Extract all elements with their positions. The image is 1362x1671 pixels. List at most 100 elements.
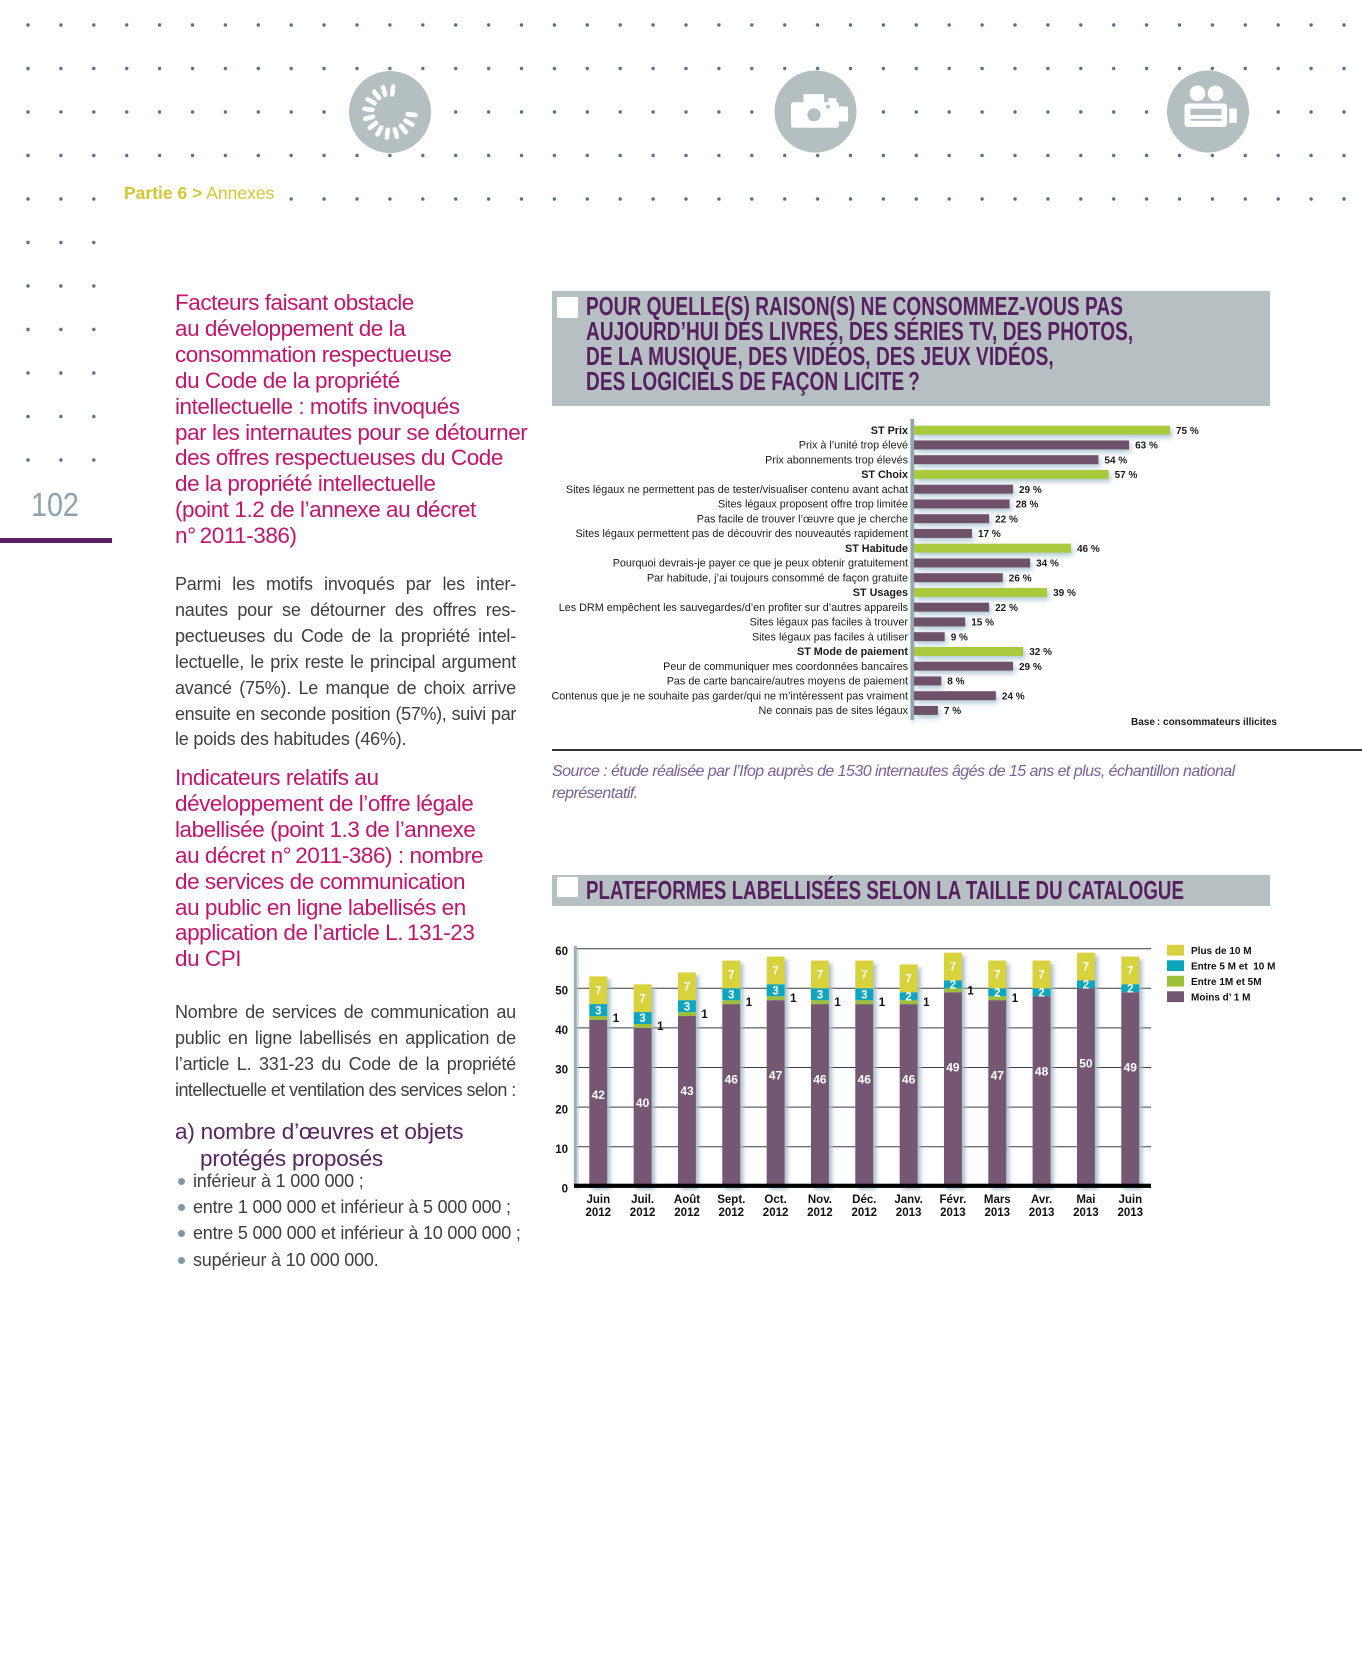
svg-text:29 %: 29 % [1019, 662, 1042, 673]
svg-text:15 %: 15 % [971, 618, 994, 629]
svg-text:Juin: Juin [586, 1194, 610, 1206]
svg-text:Avr.: Avr. [1031, 1194, 1052, 1206]
svg-text:50: 50 [1079, 1057, 1093, 1071]
svg-text:Sites légaux ne permettent pas: Sites légaux ne permettent pas de tester… [566, 484, 908, 496]
svg-text:2: 2 [1038, 988, 1044, 1000]
svg-text:75 %: 75 % [1176, 426, 1199, 437]
svg-text:ST Prix: ST Prix [871, 425, 908, 437]
svg-text:2: 2 [905, 991, 911, 1003]
svg-text:Déc.: Déc. [852, 1194, 876, 1206]
svg-text:24 %: 24 % [1002, 691, 1025, 702]
svg-text:Pas de carte bancaire/autres m: Pas de carte bancaire/autres moyens de p… [667, 676, 908, 688]
svg-text:7: 7 [684, 982, 690, 994]
svg-text:2: 2 [994, 988, 1000, 1000]
svg-text:7: 7 [1038, 970, 1044, 982]
svg-text:1: 1 [613, 1013, 620, 1025]
svg-text:7: 7 [861, 970, 867, 982]
svg-text:2013: 2013 [940, 1207, 966, 1219]
svg-text:1: 1 [701, 1009, 708, 1021]
svg-text:7: 7 [817, 970, 823, 982]
svg-text:Prix à l’unité trop élevé: Prix à l’unité trop élevé [799, 440, 908, 452]
svg-text:54 %: 54 % [1104, 455, 1127, 466]
svg-text:22 %: 22 % [995, 514, 1018, 525]
svg-text:7: 7 [595, 986, 601, 998]
svg-text:3: 3 [728, 989, 734, 1001]
svg-text:20: 20 [555, 1104, 568, 1116]
svg-text:1: 1 [1012, 993, 1019, 1005]
svg-text:Par habitude, j’ai toujours co: Par habitude, j’ai toujours consommé de … [647, 572, 908, 584]
svg-text:Les DRM empêchent les sauvegar: Les DRM empêchent les sauvegardes/d’en p… [559, 602, 909, 614]
svg-text:47: 47 [769, 1068, 783, 1082]
svg-text:Ne connais pas de sites légaux: Ne connais pas de sites légaux [759, 705, 909, 717]
svg-text:2: 2 [950, 980, 956, 992]
svg-text:2012: 2012 [586, 1207, 612, 1219]
svg-text:7 %: 7 % [944, 706, 961, 717]
svg-text:3: 3 [639, 1013, 645, 1025]
svg-text:3: 3 [817, 989, 823, 1001]
svg-text:34 %: 34 % [1036, 559, 1059, 570]
svg-text:2012: 2012 [763, 1207, 789, 1219]
svg-text:7: 7 [728, 970, 734, 982]
svg-text:Janv.: Janv. [894, 1194, 923, 1206]
svg-text:3: 3 [684, 1001, 690, 1013]
svg-text:ST Choix: ST Choix [861, 469, 908, 481]
svg-text:Oct.: Oct. [764, 1194, 786, 1206]
svg-text:Mars: Mars [984, 1194, 1011, 1206]
svg-text:9 %: 9 % [951, 632, 968, 643]
svg-text:47: 47 [991, 1068, 1005, 1082]
svg-text:1: 1 [790, 993, 797, 1005]
svg-text:57 %: 57 % [1115, 470, 1138, 481]
svg-text:Nov.: Nov. [808, 1194, 832, 1206]
svg-text:10: 10 [555, 1144, 568, 1156]
svg-text:49: 49 [946, 1061, 960, 1075]
svg-text:2012: 2012 [807, 1207, 833, 1219]
svg-text:Août: Août [674, 1194, 700, 1206]
svg-text:Juin: Juin [1118, 1194, 1142, 1206]
svg-text:Contenus que je ne souhaite pa: Contenus que je ne souhaite pas garder/q… [551, 690, 908, 702]
svg-text:1: 1 [746, 997, 753, 1009]
svg-text:ST Mode de paiement: ST Mode de paiement [797, 646, 908, 658]
svg-text:2013: 2013 [1073, 1207, 1099, 1219]
svg-text:17 %: 17 % [978, 529, 1001, 540]
svg-text:Mai: Mai [1076, 1194, 1095, 1206]
svg-text:Entre 1M et 5M: Entre 1M et 5M [1191, 977, 1262, 988]
svg-text:Entre 5 M et 10 M: Entre 5 M et 10 M [1191, 962, 1275, 973]
svg-text:2013: 2013 [896, 1207, 922, 1219]
svg-text:46: 46 [902, 1072, 916, 1086]
svg-text:Juil.: Juil. [631, 1194, 654, 1206]
svg-text:2013: 2013 [985, 1207, 1011, 1219]
svg-text:22 %: 22 % [995, 603, 1018, 614]
svg-text:7: 7 [994, 970, 1000, 982]
svg-text:43: 43 [680, 1084, 694, 1098]
svg-text:39 %: 39 % [1053, 588, 1076, 599]
svg-text:Peur de communiquer mes coordo: Peur de communiquer mes coordonnées banc… [663, 661, 908, 673]
svg-text:49: 49 [1124, 1061, 1138, 1075]
svg-text:Prix abonnements trop élevés: Prix abonnements trop élevés [765, 454, 908, 466]
svg-text:29 %: 29 % [1019, 485, 1042, 496]
svg-text:32 %: 32 % [1029, 647, 1052, 658]
svg-text:7: 7 [772, 966, 778, 978]
svg-text:1: 1 [834, 997, 841, 1009]
svg-text:30: 30 [555, 1065, 568, 1077]
svg-text:ST Habitude: ST Habitude [845, 543, 908, 555]
svg-text:Pas facile de trouver l’œuvre: Pas facile de trouver l’œuvre que je che… [697, 513, 908, 525]
svg-text:60: 60 [555, 946, 568, 958]
svg-text:Sites légaux permettent pas de: Sites légaux permettent pas de découvrir… [575, 528, 908, 540]
svg-text:Sites légaux pas faciles à uti: Sites légaux pas faciles à utiliser [752, 631, 908, 643]
svg-text:Base : consommateurs illicites: Base : consommateurs illicites [1131, 717, 1277, 728]
svg-text:2: 2 [1083, 980, 1089, 992]
svg-text:Févr.: Févr. [939, 1194, 966, 1206]
svg-text:2012: 2012 [852, 1207, 878, 1219]
svg-text:3: 3 [595, 1005, 601, 1017]
svg-text:0: 0 [562, 1184, 568, 1196]
svg-text:3: 3 [861, 989, 867, 1001]
svg-text:2: 2 [1127, 984, 1133, 996]
svg-text:7: 7 [639, 993, 645, 1005]
svg-text:7: 7 [950, 962, 956, 974]
svg-text:26 %: 26 % [1009, 573, 1032, 584]
svg-text:3: 3 [772, 986, 778, 998]
svg-text:ST Usages: ST Usages [853, 587, 908, 599]
svg-text:2013: 2013 [1029, 1207, 1055, 1219]
svg-text:7: 7 [1127, 966, 1133, 978]
svg-text:2012: 2012 [719, 1207, 745, 1219]
